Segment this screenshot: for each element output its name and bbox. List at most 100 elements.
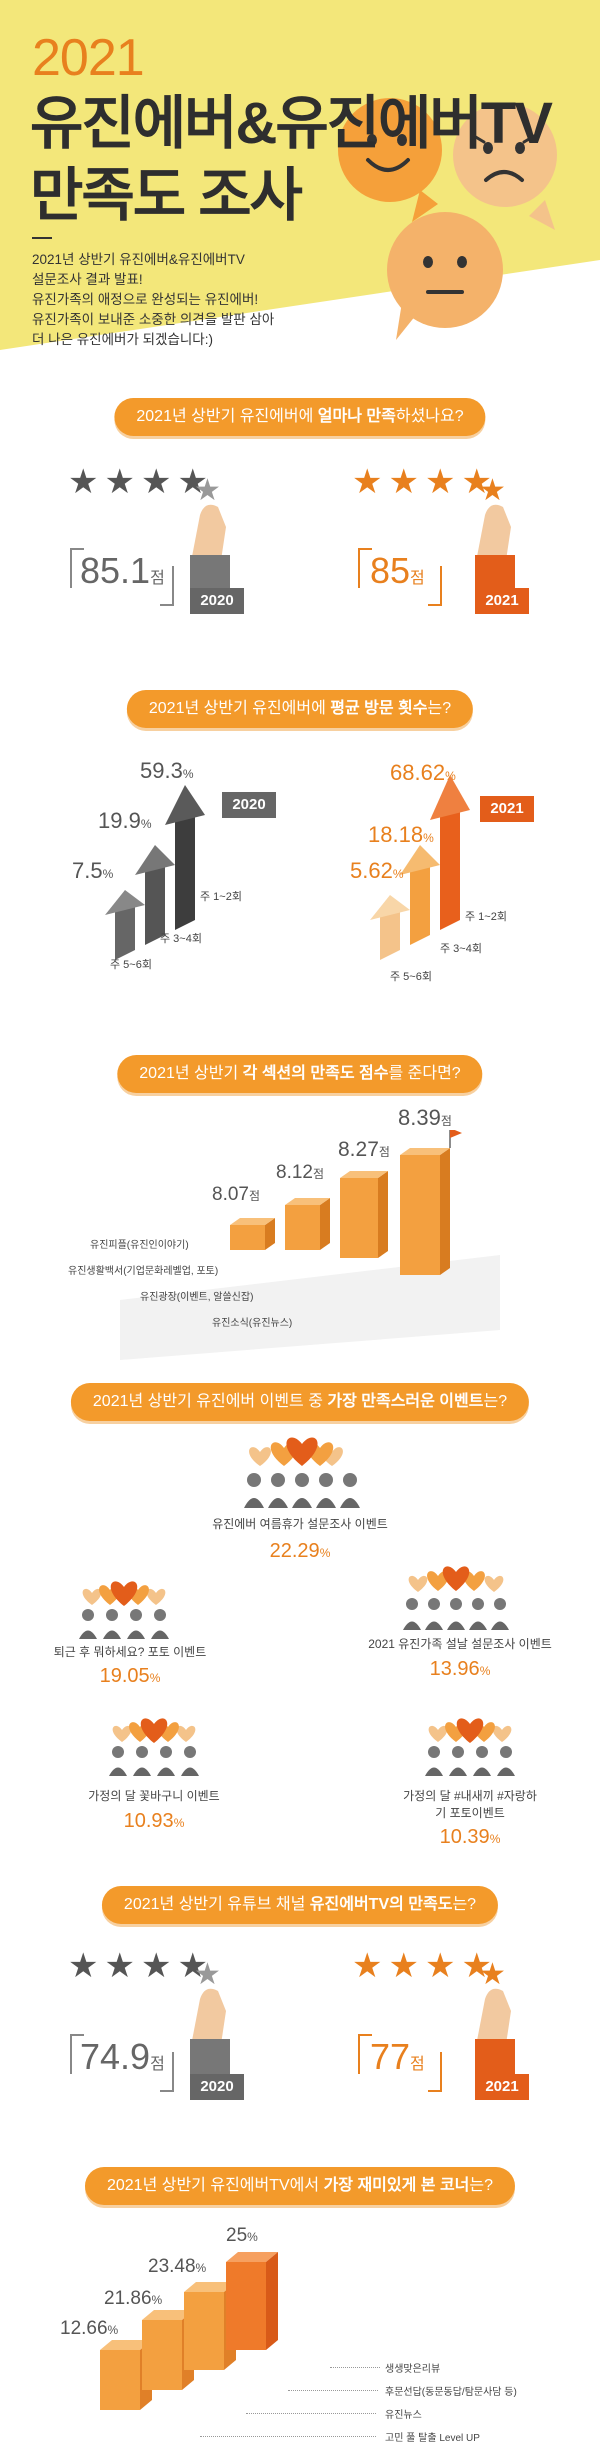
q1-hand-2020-icon: ★: [190, 473, 230, 590]
score-value: 8.07: [212, 1184, 249, 1205]
q2-2021-pct-2: 18.18%: [368, 822, 434, 848]
q4-event-3-pct: 13.96%: [360, 1658, 560, 1681]
intro-divider: [32, 237, 52, 239]
q6-heading-post: 는?: [469, 2177, 494, 2194]
q6-heading-bold: 가장 재미있게 본 코너: [323, 2177, 470, 2194]
q3-label-4: 유진소식(유진뉴스): [212, 1318, 293, 1329]
q2-2021-label-1: 주 5~6회: [390, 971, 432, 983]
score-value: 85: [370, 550, 411, 591]
q1-heading: 2021년 상반기 유진에버에 얼마나 만족하셨나요?: [114, 398, 486, 436]
pct-unit: %: [247, 2230, 258, 2244]
leader-line: [330, 2367, 380, 2368]
score-unit: 점: [410, 570, 425, 587]
bracket: [70, 548, 84, 588]
q3-score-4: 8.39점: [398, 1105, 452, 1131]
q6-pct-2: 21.86%: [104, 2288, 162, 2310]
q3-score-3: 8.27점: [338, 1138, 390, 1162]
q6-label-2: 유진뉴스: [385, 2410, 422, 2421]
q1-stars-2021: ★★★★: [352, 462, 498, 502]
pct-value: 18.18: [368, 822, 424, 847]
q3-heading-pre: 2021년 상반기: [139, 1065, 243, 1082]
score-unit: 점: [410, 2056, 425, 2073]
intro-line: 설문조사 결과 발표!: [32, 272, 143, 287]
svg-text:★: ★: [479, 473, 506, 508]
title-line-1: 유진에버&유진에버TV: [30, 91, 553, 156]
pct-value: 10.93: [123, 1810, 174, 1832]
q4-event-4-pct: 10.93%: [54, 1810, 254, 1833]
q5-heading-bold: 유진에버TV의 만족도: [309, 1896, 453, 1913]
q1-hand-2021-icon: ★: [475, 473, 515, 590]
q2-2020-bar-2: [135, 845, 175, 945]
svg-text:★: ★: [479, 1957, 506, 1992]
q6-label-4: 생생맞은리뷰: [385, 2364, 441, 2375]
q6-label-3: 후문선답(동문동답/탐문사담 등): [385, 2387, 517, 2398]
q2-2021-bar-1: [370, 895, 410, 960]
bracket: [160, 2052, 174, 2092]
score-value: 85.1: [80, 550, 151, 591]
q5-stars-2021: ★★★★: [352, 1946, 498, 1986]
q4-event-5-name: 가정의 달 #내새끼 #자랑하기 포토이벤트: [403, 1789, 537, 1820]
svg-text:★: ★: [194, 1957, 221, 1992]
q4-event-4-name: 가정의 달 꽃바구니 이벤트: [88, 1789, 220, 1803]
pct-value: 22.29: [269, 1540, 320, 1562]
q5-score-2021: 77점: [370, 2036, 425, 2078]
pct-unit: %: [423, 831, 434, 845]
q3-score-2: 8.12점: [276, 1162, 324, 1184]
pct-value: 21.86: [104, 2288, 152, 2309]
pct-value: 12.66: [60, 2318, 108, 2339]
pct-value: 23.48: [148, 2256, 196, 2277]
score-unit: 점: [150, 570, 165, 587]
q2-chart-2020: [105, 785, 205, 960]
q2-2021-label-2: 주 3~4회: [440, 943, 482, 955]
page-title: 유진에버&유진에버TV 만족도 조사: [30, 88, 553, 232]
pct-unit: %: [319, 1546, 331, 1560]
q2-2020-bar-1: [105, 890, 145, 960]
bracket: [70, 2034, 84, 2074]
q3-flag-icon: [449, 1130, 462, 1148]
q2-2020-pct-2: 19.9%: [98, 808, 152, 834]
leader-line: [200, 2436, 376, 2437]
q4-heading-bold: 가장 만족스러운 이벤트: [327, 1393, 484, 1410]
hero-year: 2021: [32, 29, 145, 87]
q2-2021-bar-3: [430, 775, 470, 930]
q6-heading-pre: 2021년 상반기 유진에버TV에서: [106, 2177, 324, 2194]
intro-text: 2021년 상반기 유진에버&유진에버TV 설문조사 결과 발표! 유진가족의 …: [32, 250, 274, 350]
pct-value: 13.96: [429, 1658, 480, 1680]
q2-heading: 2021년 상반기 유진에버에 평균 방문 횟수는?: [126, 690, 474, 728]
q6-step-4: [226, 2252, 278, 2350]
q2-heading-post: 는?: [427, 700, 452, 717]
q2-2020-bar-3: [165, 785, 205, 930]
q1-year-2021: 2021: [475, 588, 529, 614]
q3-score-1: 8.07점: [212, 1184, 260, 1206]
q3-chart: [120, 1130, 500, 1360]
leader-line: [246, 2413, 376, 2414]
pct-value: 59.3: [140, 758, 183, 783]
q6-pct-4: 25%: [226, 2225, 258, 2247]
pct-unit: %: [479, 1664, 491, 1678]
score-value: 77: [370, 2036, 411, 2077]
q3-bar-3: [340, 1171, 388, 1258]
pct-value: 7.5: [72, 858, 103, 883]
pct-unit: %: [182, 767, 194, 781]
q2-heading-bold: 평균 방문 횟수: [330, 700, 428, 717]
q2-year-2020: 2020: [222, 792, 276, 818]
score-unit: 점: [378, 1145, 390, 1159]
q2-2020-label-2: 주 3~4회: [160, 933, 202, 945]
pct-unit: %: [102, 867, 114, 881]
q2-2021-pct-1: 5.62%: [350, 858, 404, 884]
pct-value: 5.62: [350, 858, 393, 883]
bracket: [358, 2034, 372, 2074]
q2-2020-pct-1: 7.5%: [72, 858, 113, 884]
q5-year-2020: 2020: [190, 2074, 244, 2100]
q4-event-5-icon: [425, 1718, 515, 1776]
q5-heading-pre: 2021년 상반기 유튜브 채널: [123, 1896, 310, 1913]
title-line-2: 만족도 조사: [30, 163, 303, 228]
score-value: 8.27: [338, 1138, 379, 1161]
score-unit: 점: [248, 1189, 261, 1203]
q1-stars-2020: ★★★★: [68, 462, 214, 502]
q2-heading-pre: 2021년 상반기 유진에버에: [148, 700, 331, 717]
q6-pct-3: 23.48%: [148, 2256, 206, 2278]
q3-heading-bold: 각 섹션의 만족도 점수: [242, 1065, 389, 1082]
q3-heading-post: 를 준다면?: [388, 1065, 461, 1082]
q4-event-3-icon: [403, 1566, 509, 1630]
